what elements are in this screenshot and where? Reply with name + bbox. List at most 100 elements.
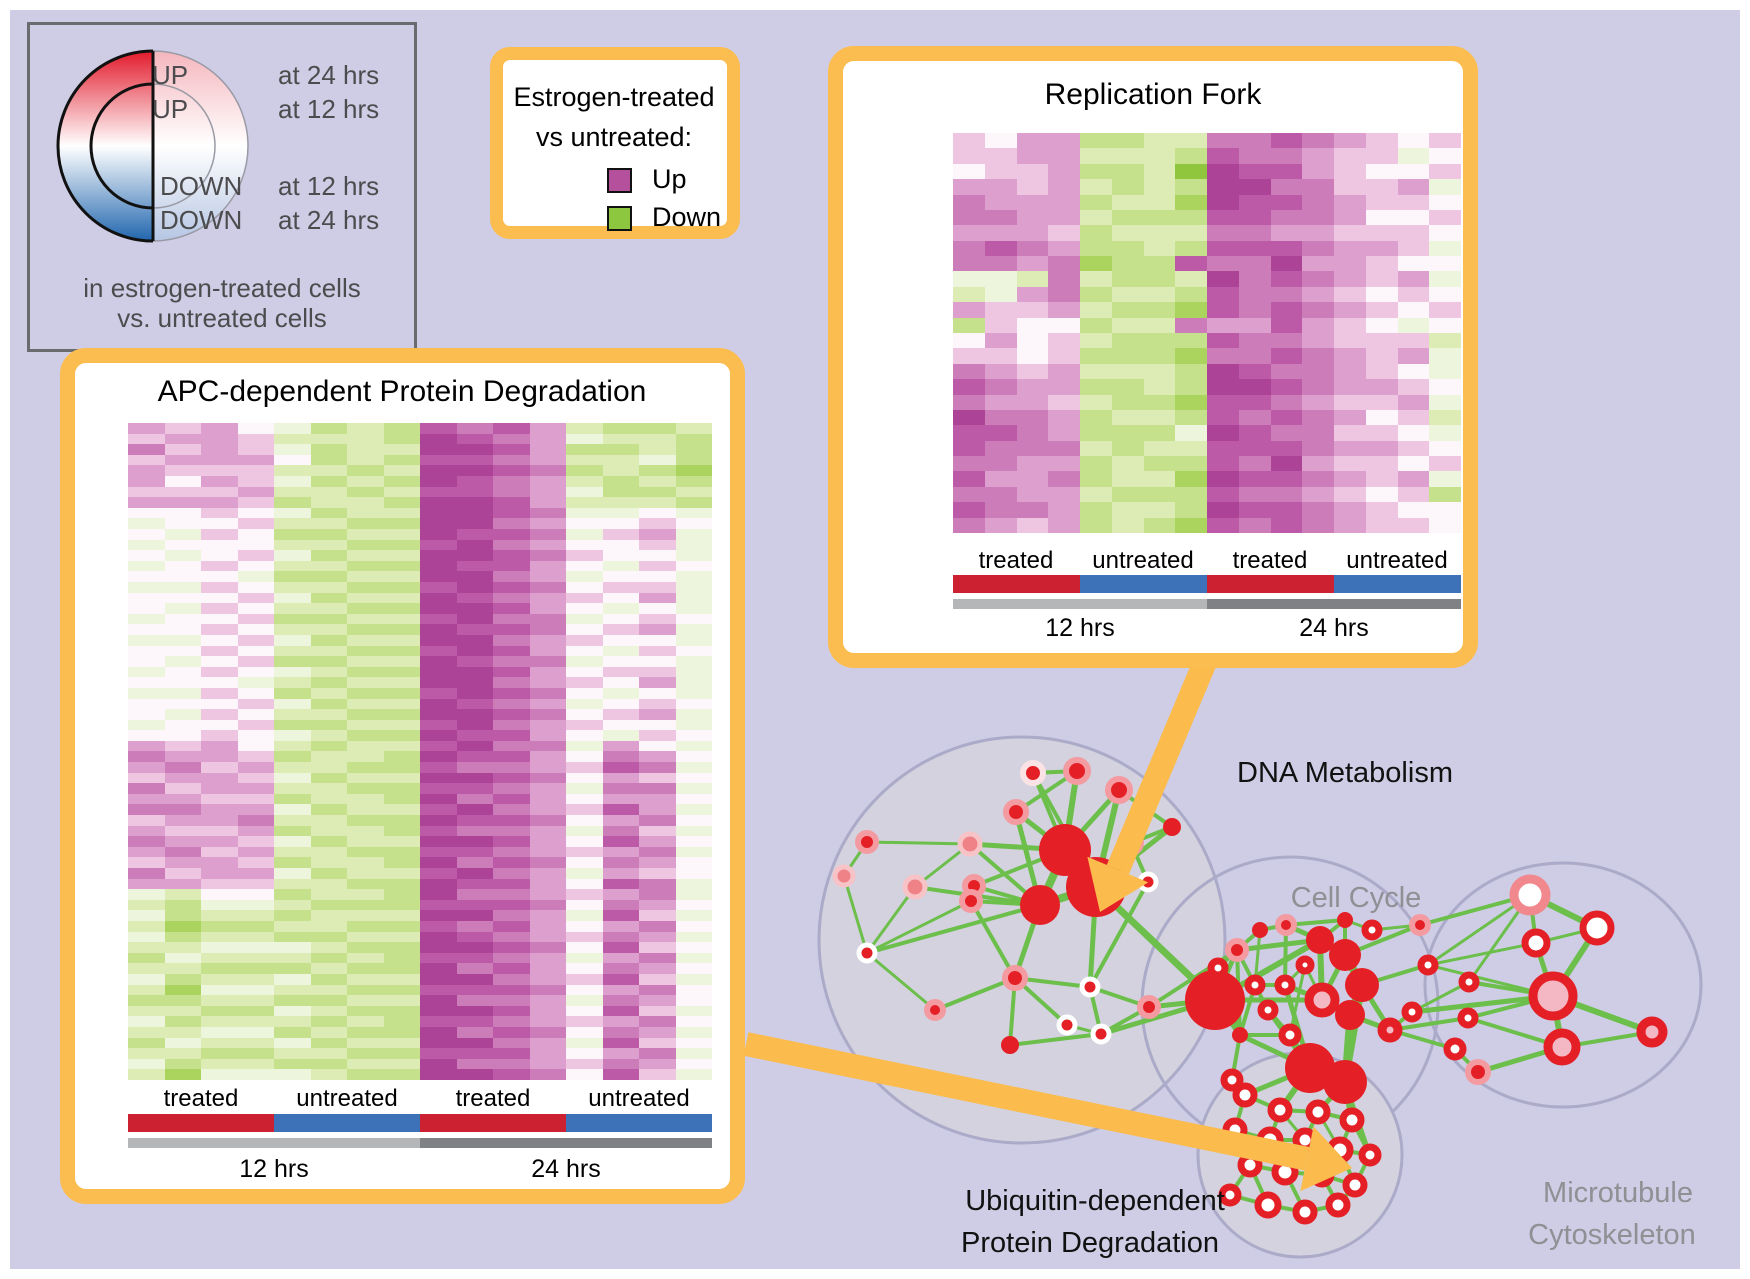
- heatmap-cell: [675, 465, 712, 476]
- heatmap-cell: [639, 762, 676, 773]
- heatmap-cell: [566, 719, 603, 731]
- heatmap-cell: [566, 1005, 603, 1017]
- heatmap-cell: [1397, 348, 1430, 364]
- heatmap-cell: [201, 560, 238, 572]
- heatmap-cell: [1365, 379, 1398, 395]
- heatmap-cell: [420, 507, 457, 519]
- heatmap-cell: [675, 677, 712, 688]
- heatmap-cell: [456, 942, 493, 953]
- heatmap-cell: [1302, 163, 1334, 180]
- heatmap-cell: [1048, 394, 1080, 410]
- heatmap-cell: [566, 465, 603, 476]
- heatmap-cell: [1048, 317, 1080, 333]
- heatmap-cell: [529, 793, 566, 805]
- heatmap-cell: [383, 507, 420, 519]
- heatmap-cell: [1111, 163, 1144, 180]
- heatmap-cell: [420, 486, 457, 498]
- heatmap-cell: [566, 793, 603, 805]
- heatmap-cell: [1016, 332, 1049, 349]
- network-node: [1306, 926, 1334, 954]
- heatmap-cell: [310, 528, 347, 540]
- heatmap-cell: [566, 995, 603, 1006]
- heatmap-cell: [529, 751, 566, 763]
- heatmap-cell: [675, 423, 712, 434]
- heatmap-cell: [1334, 225, 1366, 241]
- network-edge: [934, 976, 1016, 1012]
- network-edge: [842, 875, 869, 954]
- heatmap-cell: [953, 209, 985, 226]
- network-node: [1274, 974, 1296, 996]
- rf-untreated-bar-12h: [1080, 575, 1207, 593]
- heatmap-cell: [639, 687, 676, 699]
- heatmap-cell: [347, 656, 384, 667]
- heatmap-cell: [1429, 456, 1461, 472]
- heatmap-cell: [984, 133, 1017, 149]
- heatmap-cell: [310, 1048, 347, 1059]
- heatmap-cell: [1365, 302, 1398, 318]
- network-node: [1003, 799, 1029, 825]
- heatmap-cell: [529, 560, 566, 572]
- heatmap-cell: [420, 444, 457, 455]
- heatmap-cell: [529, 1027, 566, 1038]
- network-edge: [1288, 964, 1307, 1036]
- heatmap-cell: [383, 497, 420, 508]
- ring-up24-dir: UP: [152, 60, 189, 90]
- heatmap-cell: [566, 963, 603, 975]
- heatmap-cell: [1238, 517, 1271, 533]
- heatmap-cell: [1175, 256, 1207, 272]
- heatmap-cell: [1270, 425, 1303, 441]
- heatmap-cell: [1270, 240, 1303, 257]
- network-edge: [1427, 893, 1531, 967]
- heatmap-cell: [420, 687, 457, 699]
- heatmap-cell: [1207, 332, 1239, 349]
- heatmap-cell: [1016, 286, 1049, 303]
- heatmap-cell: [456, 1048, 493, 1059]
- heatmap-cell: [675, 846, 712, 858]
- heatmap-cell: [237, 475, 274, 487]
- heatmap-cell: [383, 719, 420, 731]
- heatmap-cell: [237, 550, 274, 561]
- heatmap-cell: [347, 931, 384, 943]
- network-node: [1090, 1023, 1112, 1045]
- heatmap-cell: [1397, 440, 1430, 457]
- heatmap-cell: [493, 433, 530, 445]
- label-ubiquitin-line2: Protein Degradation: [961, 1227, 1219, 1259]
- network-node: [1137, 995, 1161, 1019]
- network-node: [856, 942, 878, 964]
- heatmap-cell: [347, 475, 384, 487]
- heatmap-cell: [1334, 332, 1366, 349]
- heatmap-cell: [164, 974, 201, 985]
- heatmap-cell: [1016, 517, 1049, 533]
- heatmap-cell: [1207, 348, 1239, 364]
- heatmap-cell: [1048, 440, 1080, 457]
- heatmap-cell: [274, 1048, 311, 1059]
- network-node: [1345, 968, 1379, 1002]
- heatmap-cell: [602, 1016, 639, 1028]
- heatmap-cell: [201, 698, 238, 710]
- heatmap-cell: [383, 550, 420, 561]
- heatmap-cell: [274, 613, 311, 625]
- network-node: [1358, 1143, 1382, 1167]
- heatmap-cell: [1429, 317, 1461, 333]
- heatmap-cell: [675, 899, 712, 911]
- heatmap-cell: [383, 730, 420, 741]
- heatmap-cell: [639, 444, 676, 455]
- heatmap-cell: [675, 921, 712, 932]
- heatmap-cell: [529, 836, 566, 847]
- ring-down24-dir: DOWN: [160, 205, 243, 235]
- label-ubiquitin-line1: Ubiquitin-dependent: [965, 1185, 1225, 1217]
- heatmap-cell: [493, 571, 530, 582]
- network-node: [1636, 1016, 1668, 1048]
- heatmap-cell: [984, 517, 1017, 533]
- heatmap-cell: [164, 836, 201, 847]
- heatmap-cell: [383, 1005, 420, 1017]
- heatmap-cell: [1207, 517, 1239, 533]
- heatmap-cell: [639, 497, 676, 508]
- heatmap-cell: [420, 910, 457, 922]
- heatmap-cell: [1397, 179, 1430, 195]
- heatmap-cell: [201, 518, 238, 529]
- heatmap-cell: [310, 952, 347, 964]
- heatmap-cell: [128, 1058, 165, 1070]
- heatmap-cell: [566, 804, 603, 816]
- heatmap-cell: [456, 762, 493, 773]
